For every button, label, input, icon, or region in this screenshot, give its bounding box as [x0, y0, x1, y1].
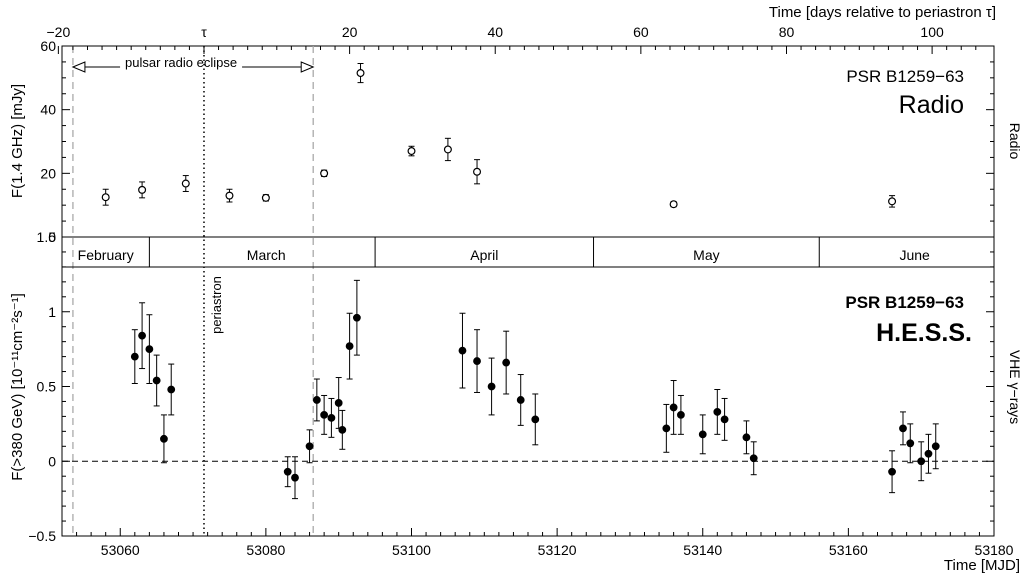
hess-point [917, 457, 926, 466]
hess-point [677, 411, 685, 419]
x-axis-title: Time [MJD] [944, 557, 1020, 574]
x-tick-label: 53120 [538, 542, 577, 558]
hess-point [138, 331, 146, 340]
hess-point [906, 439, 915, 448]
top-tick-label: 100 [920, 24, 944, 40]
hess-y-axis-title: F(>380 GeV) [10⁻¹¹cm⁻²s⁻¹] [9, 293, 26, 481]
top-tick-label: −20 [46, 24, 70, 40]
x-tick-label: 53140 [683, 542, 722, 558]
hess-point [487, 382, 496, 391]
hess-point [713, 408, 722, 416]
month-label-may: May [693, 247, 719, 263]
hess-point [458, 346, 467, 355]
month-label-june: June [899, 247, 930, 263]
x-tick-label: 53160 [829, 542, 868, 558]
hess-point [345, 342, 354, 351]
periastron-label: periastron [209, 276, 224, 334]
hess-point [327, 413, 336, 422]
hess-right-label: VHE γ−rays [1007, 350, 1023, 424]
hess-point [320, 411, 329, 419]
hess-y-tick-label: 1.5 [37, 229, 57, 245]
hess-point [167, 385, 176, 394]
radio-point [138, 185, 147, 194]
hess-point [931, 442, 940, 451]
hess-point [152, 376, 161, 385]
hess-point [283, 467, 292, 476]
month-label-april: April [470, 247, 498, 263]
hess-point [720, 415, 729, 424]
hess-point [516, 396, 525, 404]
month-label-march: March [247, 247, 286, 263]
hess-point [305, 442, 314, 451]
hess-point [888, 467, 896, 476]
hess-y-tick-label: 0.5 [37, 379, 57, 395]
eclipse-arrowhead-left [71, 61, 86, 73]
radio-y-tick-label: 0 [48, 229, 56, 245]
x-tick-label: 53060 [101, 542, 140, 558]
top-axis-title: Time [days relative to periastron τ] [769, 4, 996, 21]
radio-instrument-label: Radio [899, 91, 964, 119]
x-tick-label: 53100 [392, 542, 431, 558]
hess-point [924, 449, 933, 458]
radio-point [356, 69, 365, 78]
hess-panel-frame [61, 236, 995, 537]
radio-y-tick-label: 60 [40, 38, 56, 54]
hess-point [160, 434, 168, 443]
radio-point [443, 145, 452, 154]
hess-point [742, 433, 751, 442]
radio-point [473, 167, 482, 176]
hess-source-label: PSR B1259−63 [845, 293, 964, 312]
x-tick-label: 53080 [246, 542, 285, 558]
hess-point [899, 424, 907, 433]
hess-point [749, 454, 758, 463]
x-tick-label: 53180 [975, 542, 1014, 558]
top-tick-label: 60 [633, 24, 649, 40]
hess-point [669, 403, 678, 412]
hess-point [291, 473, 299, 482]
radio-point [261, 193, 270, 202]
hess-point [698, 430, 707, 439]
eclipse-label: pulsar radio eclipse [125, 55, 237, 70]
top-tick-label: 40 [487, 24, 503, 40]
radio-point [407, 147, 416, 156]
radio-point [225, 191, 234, 200]
hess-point [338, 425, 347, 434]
radio-right-label: Radio [1007, 123, 1023, 160]
radio-point [181, 179, 190, 188]
top-tick-label: 80 [779, 24, 795, 40]
hess-point [145, 345, 154, 354]
radio-y-axis-title: F(1.4 GHz) [mJy] [9, 84, 26, 198]
radio-y-tick-label: 20 [40, 165, 56, 181]
top-tick-label: 20 [342, 24, 358, 40]
radio-point [888, 197, 897, 206]
hess-instrument-label: H.E.S.S. [876, 319, 972, 347]
hess-point [662, 424, 671, 433]
hess-point [352, 313, 361, 322]
radio-point [320, 169, 329, 178]
radio-source-label: PSR B1259−63 [846, 67, 964, 86]
hess-point [130, 352, 139, 361]
radio-point [669, 200, 678, 209]
radio-point [101, 193, 110, 202]
top-tick-label: τ [201, 24, 207, 40]
radio-y-tick-label: 40 [40, 102, 56, 118]
hess-point [312, 396, 321, 404]
month-label-february: February [78, 247, 134, 263]
hess-point [334, 399, 343, 407]
hess-point [502, 358, 511, 367]
hess-y-tick-label: −0.5 [28, 528, 56, 544]
hess-point [473, 357, 481, 365]
hess-y-tick-label: 1 [48, 304, 56, 320]
hess-point [531, 415, 540, 424]
hess-y-tick-label: 0 [48, 453, 56, 469]
eclipse-arrowhead-right [300, 61, 315, 73]
